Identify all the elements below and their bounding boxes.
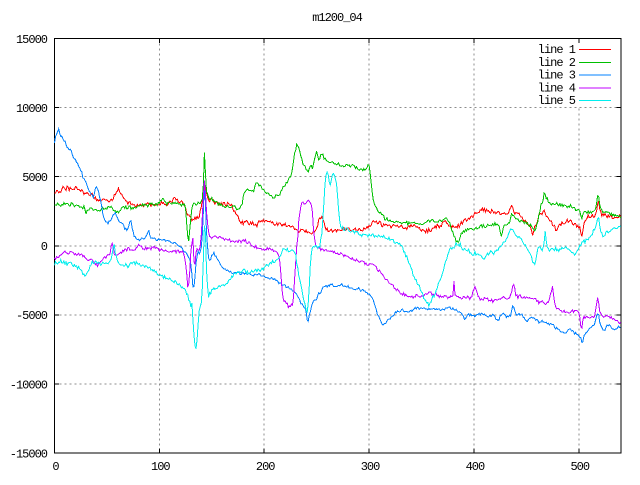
svg-text:line 3: line 3 — [538, 69, 576, 83]
svg-text:-5000: -5000 — [16, 309, 48, 323]
svg-text:400: 400 — [466, 460, 485, 474]
svg-text:15000: 15000 — [16, 33, 48, 47]
svg-text:-10000: -10000 — [10, 378, 48, 392]
svg-text:line 1: line 1 — [538, 43, 576, 57]
svg-text:m1200_04: m1200_04 — [312, 11, 362, 25]
svg-text:line 5: line 5 — [538, 94, 576, 108]
svg-text:line 2: line 2 — [538, 56, 576, 70]
svg-text:0: 0 — [41, 240, 48, 254]
svg-text:200: 200 — [256, 460, 275, 474]
svg-text:0: 0 — [52, 460, 59, 474]
svg-text:-15000: -15000 — [10, 447, 48, 461]
svg-text:5000: 5000 — [22, 171, 48, 185]
svg-text:500: 500 — [570, 460, 589, 474]
svg-text:10000: 10000 — [16, 102, 48, 116]
svg-text:line 4: line 4 — [538, 81, 576, 95]
svg-text:300: 300 — [361, 460, 380, 474]
svg-text:100: 100 — [151, 460, 170, 474]
